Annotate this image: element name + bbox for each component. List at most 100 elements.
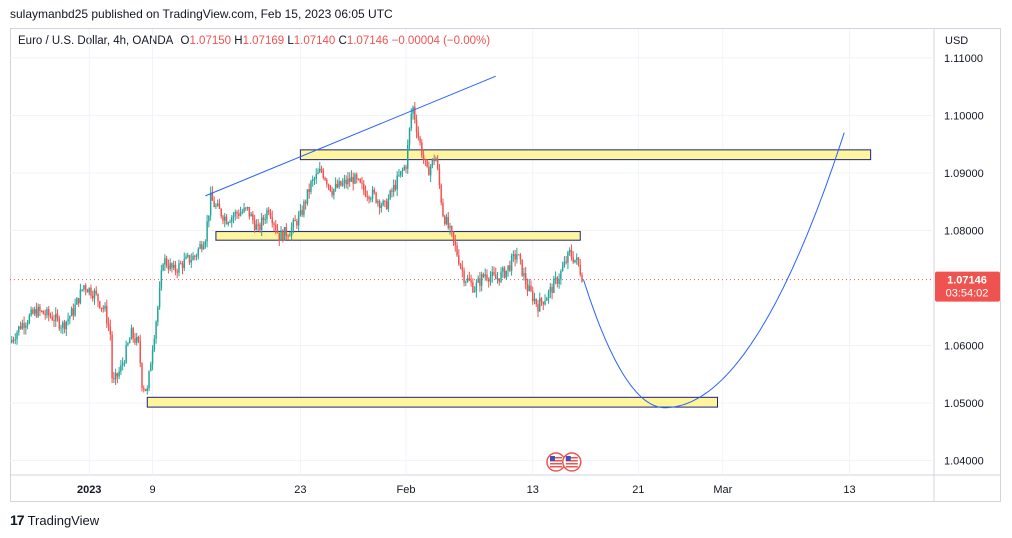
candle-body: [113, 378, 115, 380]
candle-body: [334, 183, 337, 190]
candle-body: [227, 222, 229, 225]
candle-body: [558, 279, 560, 284]
candle-body: [248, 207, 251, 217]
candle-body: [95, 290, 97, 294]
candle-body: [394, 184, 397, 190]
candle-body: [25, 325, 27, 328]
candle-body: [403, 166, 405, 170]
candle-body: [231, 217, 233, 222]
candle-body: [539, 298, 541, 312]
candle-body: [215, 205, 217, 207]
candle-body: [287, 235, 289, 237]
candle-body: [223, 216, 226, 221]
candle-body: [436, 158, 439, 169]
candle-body: [579, 264, 581, 275]
candle-body: [458, 255, 460, 265]
tradingview-logo-icon: 17: [10, 512, 25, 528]
price-axis: 1.11000 1.10000 1.09000 1.08000 1.06000 1.050…: [944, 53, 984, 468]
candle-body: [280, 230, 282, 241]
footer-brand[interactable]: 17 TradingView: [10, 512, 99, 528]
candle-body: [289, 235, 291, 237]
candle-body: [216, 203, 219, 206]
candle-body: [67, 318, 69, 322]
candle-body: [310, 181, 312, 193]
candle-body: [341, 182, 344, 186]
flag-stripe: [565, 463, 578, 465]
candle-body: [199, 244, 201, 249]
candle-body: [359, 179, 361, 183]
candle-body: [466, 278, 469, 282]
candle-body: [46, 309, 48, 316]
candle-body: [90, 287, 92, 296]
candle-body: [445, 216, 448, 224]
flag-stripe: [565, 460, 578, 462]
candle-body: [39, 306, 41, 311]
candle-body: [465, 281, 467, 283]
candle-body: [391, 190, 393, 192]
candle-body: [340, 181, 342, 186]
candle-body: [433, 158, 435, 162]
candle-body: [158, 287, 161, 308]
candle-body: [505, 270, 508, 278]
candle-body: [116, 373, 119, 377]
x-tick-label: 2023: [77, 484, 101, 496]
candle-body: [572, 257, 574, 263]
candle-body: [329, 185, 332, 191]
candle-body: [514, 254, 516, 260]
candle-body: [246, 207, 249, 209]
candle-body: [218, 203, 221, 209]
candle-body: [452, 231, 455, 240]
candle-body: [304, 201, 307, 204]
candle-body: [424, 158, 427, 161]
candle-body: [315, 174, 317, 179]
candle-body: [65, 321, 68, 330]
flag-stripe: [549, 457, 562, 459]
candle-body: [86, 289, 89, 293]
candle-body: [12, 339, 15, 341]
candle-body: [11, 339, 13, 343]
candle-body: [167, 265, 170, 270]
candle-body: [530, 285, 532, 291]
candle-body: [137, 337, 140, 341]
candle-body: [517, 254, 520, 256]
candle-body: [484, 274, 486, 277]
candle-body: [32, 309, 34, 314]
candle-body: [252, 214, 254, 221]
candle-body: [407, 144, 409, 169]
candle-body: [35, 309, 38, 317]
candle-body: [482, 274, 485, 277]
candle-body: [535, 298, 537, 305]
legend-close-label: C: [338, 35, 347, 47]
flag-ring: [562, 452, 582, 472]
candle-body: [201, 244, 203, 250]
candle-body: [278, 232, 281, 241]
candle-body: [577, 257, 580, 265]
candle-body: [150, 364, 152, 372]
y-tick-label: 1.05000: [944, 398, 984, 410]
candle-body: [408, 128, 411, 145]
candle-body: [350, 176, 353, 182]
candle-body: [213, 200, 215, 207]
candle-body: [428, 166, 430, 176]
candle-body: [47, 309, 50, 316]
candle-body: [355, 174, 358, 179]
candle-body: [176, 271, 178, 273]
candle-body: [100, 307, 103, 309]
candle-body: [165, 258, 168, 266]
candle-body: [491, 271, 493, 277]
candle-body: [93, 290, 96, 299]
candle-body: [33, 309, 36, 314]
candle-body: [348, 178, 351, 182]
chart-legend: Euro / U.S. Dollar, 4h, OANDA O1.07150 H…: [18, 35, 490, 47]
candle-body: [493, 271, 495, 275]
candle-body: [495, 274, 497, 280]
candle-body: [239, 212, 242, 216]
candle-body: [77, 298, 80, 304]
candle-body: [18, 326, 20, 333]
x-tick-label: Mar: [713, 484, 732, 496]
flag-stripe: [549, 463, 562, 465]
candle-body: [303, 201, 305, 215]
candle-body: [128, 339, 131, 344]
candle-body: [521, 259, 523, 276]
